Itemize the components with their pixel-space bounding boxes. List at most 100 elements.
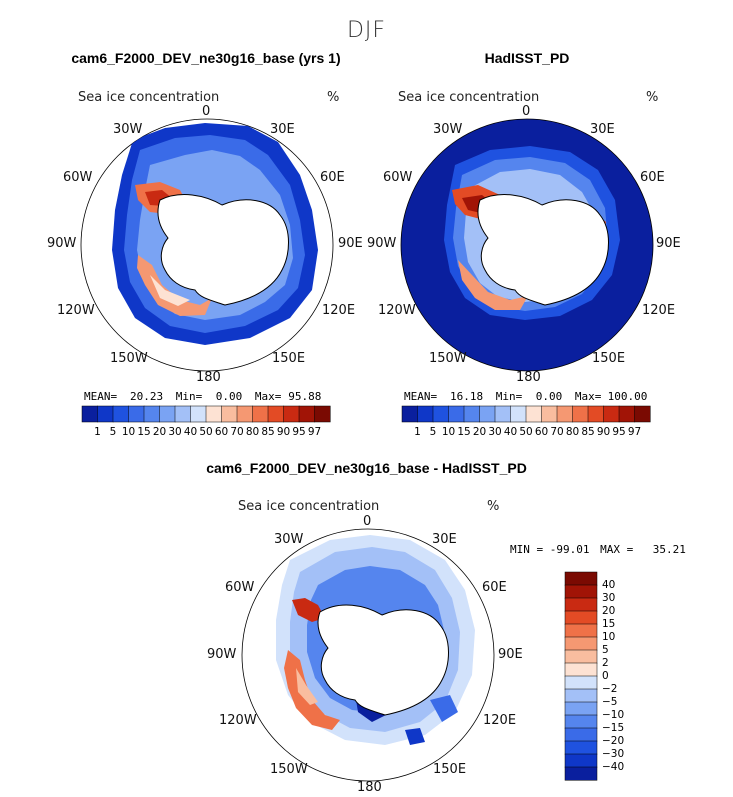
panel2-lon-120e: 120E: [642, 303, 676, 318]
panel2-colorbar-tick-label: 5: [429, 426, 437, 438]
panel2-lon-90w: 90W: [367, 236, 397, 251]
panel3-lon-60w: 60W: [225, 580, 255, 595]
panel1-lon-0: 0: [202, 104, 211, 119]
panel1-colorbar-tick-label: 30: [168, 426, 182, 438]
panel2-colorbar-tick-label: 60: [534, 426, 549, 438]
panel1-colorbar-tick-label: 60: [214, 426, 229, 438]
panel1-colorbar-tick-label: 90: [276, 426, 291, 438]
panel3-colorbar: [564, 571, 598, 781]
panel2-colorbar-tick-label: 1: [414, 426, 421, 438]
panel3-lon-150e: 150E: [433, 762, 467, 777]
panel2-lon-120w: 120W: [378, 303, 416, 318]
panel3-variable: Sea ice concentration: [238, 499, 380, 514]
panel2-units: %: [646, 90, 659, 105]
panel3-colorbar-swatch: [564, 571, 598, 586]
panel1-lon-120e: 120E: [322, 303, 356, 318]
panel1-colorbar-tick-label: 50: [199, 426, 213, 438]
panel1-lon-90w: 90W: [47, 236, 77, 251]
panel3-colorbar-tick-label: 5: [602, 644, 609, 656]
panel2-lon-90e: 90E: [656, 236, 681, 251]
panel2-colorbar-tick-label: 50: [519, 426, 533, 438]
panel2-variable: Sea ice concentration: [398, 90, 540, 105]
panel3-colorbar-tick-label: −10: [602, 709, 625, 721]
panel2-colorbar-tick-label: 85: [581, 426, 595, 438]
panel2-lon-0: 0: [522, 104, 531, 119]
panel2-colorbar-tick-label: 97: [627, 426, 642, 438]
panel2-lon-150w: 150W: [429, 351, 467, 366]
panel3-lon-30w: 30W: [274, 532, 304, 547]
panel1-title: cam6_F2000_DEV_ne30g16_base (yrs 1): [71, 50, 341, 66]
panel1-units: %: [327, 90, 340, 105]
panel1-lon-150e: 150E: [272, 351, 306, 366]
panel1-colorbar-tick-label: 95: [292, 426, 306, 438]
panel1-colorbar-swatch: [314, 405, 331, 423]
panel1-lon-150w: 150W: [110, 351, 148, 366]
panel1-variable: Sea ice concentration: [78, 90, 220, 105]
panel3-colorbar-swatch: [564, 701, 598, 716]
panel1-lon-30w: 30W: [113, 122, 143, 137]
panel2-lon-60e: 60E: [640, 170, 665, 185]
panel3-colorbar-swatch: [564, 623, 598, 638]
panel2-colorbar: [401, 405, 651, 423]
panel3-colorbar-swatch: [564, 610, 598, 625]
panel3-lon-90w: 90W: [207, 647, 237, 662]
panel3-colorbar-tick-label: −15: [602, 722, 625, 734]
panel1-colorbar-tick-label: 15: [137, 426, 151, 438]
panel3-colorbar-swatch: [564, 584, 598, 599]
panel1-stats: MEAN= 20.23 Min= 0.00 Max= 95.88: [84, 390, 322, 403]
panel3-lon-60e: 60E: [482, 580, 507, 595]
panel2-lon-150e: 150E: [592, 351, 626, 366]
panel3-colorbar-swatch: [564, 753, 598, 768]
panel2-coastline: [477, 194, 609, 306]
panel3-colorbar-tick-label: 30: [602, 592, 616, 604]
panel1-lon-180: 180: [196, 370, 221, 385]
panel3-colorbar-swatch: [564, 662, 598, 677]
panel1-lon-60w: 60W: [63, 170, 93, 185]
panel3-lon-120e: 120E: [483, 713, 517, 728]
panel2-colorbar-tick-label: 80: [565, 426, 580, 438]
panel3-colorbar-tick-label: −5: [602, 696, 618, 708]
panel1-colorbar-tick-label: 5: [109, 426, 117, 438]
panel1-lon-60e: 60E: [320, 170, 345, 185]
panel1-lon-120w: 120W: [57, 303, 95, 318]
panel3-colorbar-tick-label: 15: [602, 618, 616, 630]
panel2-lon-180: 180: [516, 370, 541, 385]
panel3-colorbar-tick-label: 10: [602, 631, 616, 643]
panel3-lon-30e: 30E: [432, 532, 457, 547]
panel3-colorbar-swatch: [564, 727, 598, 742]
panel1-colorbar-tick-label: 70: [230, 426, 244, 438]
panel1-colorbar: [81, 405, 331, 423]
panel1-lon-30e: 30E: [270, 122, 295, 137]
panel3-colorbar-swatch: [564, 688, 598, 703]
panel1-colorbar-labels: 1 5 10 15 20 30 40 50 60 70 80 85 90 95 97: [82, 426, 330, 440]
panel3-lon-180: 180: [357, 780, 382, 795]
panel3-stats: MIN = -99.01 MAX = 35.21: [510, 543, 686, 556]
panel1-lon-90e: 90E: [338, 236, 363, 251]
panel3-colorbar-swatch: [564, 675, 598, 690]
panel3-colorbar-swatch: [564, 714, 598, 729]
panel3-colorbar-tick-label: −20: [602, 735, 625, 747]
panel3-colorbar-tick-label: 20: [602, 605, 616, 617]
panel1-colorbar-tick-label: 97: [307, 426, 322, 438]
panel3-colorbar-swatch: [564, 766, 598, 781]
panel2-colorbar-tick-label: 15: [457, 426, 471, 438]
panel3-colorbar-swatch: [564, 597, 598, 612]
panel2-colorbar-tick-label: 20: [472, 426, 487, 438]
panel2-colorbar-tick-label: 10: [441, 426, 456, 438]
panel3-lon-90e: 90E: [498, 647, 523, 662]
panel3-colorbar-tick-label: 0: [602, 670, 609, 682]
season-title: DJF: [346, 18, 387, 43]
panel3-colorbar-tick-label: −30: [602, 748, 625, 760]
panel2-stats: MEAN= 16.18 Min= 0.00 Max= 100.00: [404, 390, 648, 403]
panel2-colorbar-tick-label: 30: [488, 426, 502, 438]
panel2-colorbar-labels: 1 5 10 15 20 30 40 50 60 70 80 85 90 95 97: [402, 426, 650, 440]
panel3-colorbar-swatch: [564, 740, 598, 755]
panel3-coastline: [317, 604, 449, 716]
panel1-colorbar-tick-label: 85: [261, 426, 275, 438]
panel2-colorbar-swatch: [634, 405, 651, 423]
panel2-colorbar-tick-label: 95: [612, 426, 626, 438]
panel2-colorbar-tick-label: 40: [503, 426, 518, 438]
